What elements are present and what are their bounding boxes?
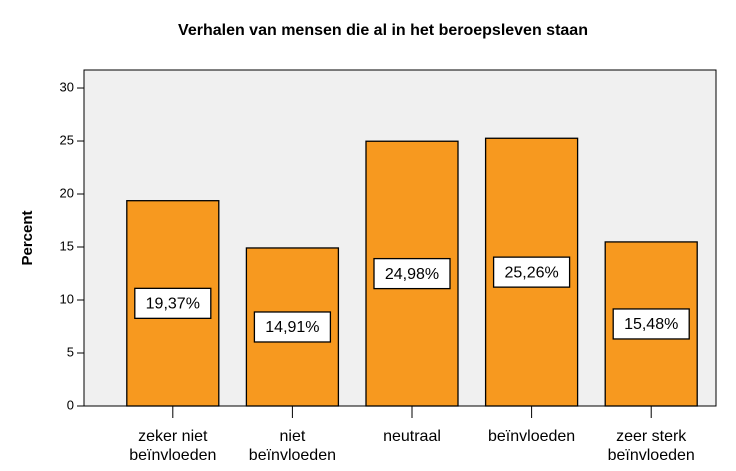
y-tick-label: 15 xyxy=(60,238,74,253)
x-tick-label: zeer sterk beïnvloeden xyxy=(607,428,695,464)
value-label-box xyxy=(492,256,571,288)
y-tick-label: 5 xyxy=(67,344,74,359)
value-label: 24,98% xyxy=(385,266,439,283)
y-axis-label: Percent xyxy=(19,210,36,265)
y-tick-label: 10 xyxy=(60,291,74,306)
value-label-box xyxy=(612,308,690,340)
value-label-box xyxy=(373,257,451,290)
value-label: 15,48% xyxy=(624,316,678,333)
x-tick-label: beïnvloeden xyxy=(488,428,576,445)
chart-title: Verhalen van mensen die al in het beroep… xyxy=(178,22,588,39)
x-tick-label: neutraal xyxy=(383,428,441,445)
value-label: 19,37% xyxy=(146,296,200,313)
value-label: 14,91% xyxy=(265,319,319,336)
y-tick-label: 0 xyxy=(67,397,74,412)
x-tick-label: zeker niet beïnvloeden xyxy=(129,428,217,464)
value-label-box xyxy=(134,287,212,319)
value-label-box xyxy=(253,311,332,343)
value-label: 25,26% xyxy=(504,264,558,281)
y-tick-label: 25 xyxy=(60,132,74,147)
y-tick-label: 30 xyxy=(60,79,74,94)
x-tick-label: niet beïnvloeden xyxy=(248,428,336,464)
y-tick-label: 20 xyxy=(60,185,74,200)
